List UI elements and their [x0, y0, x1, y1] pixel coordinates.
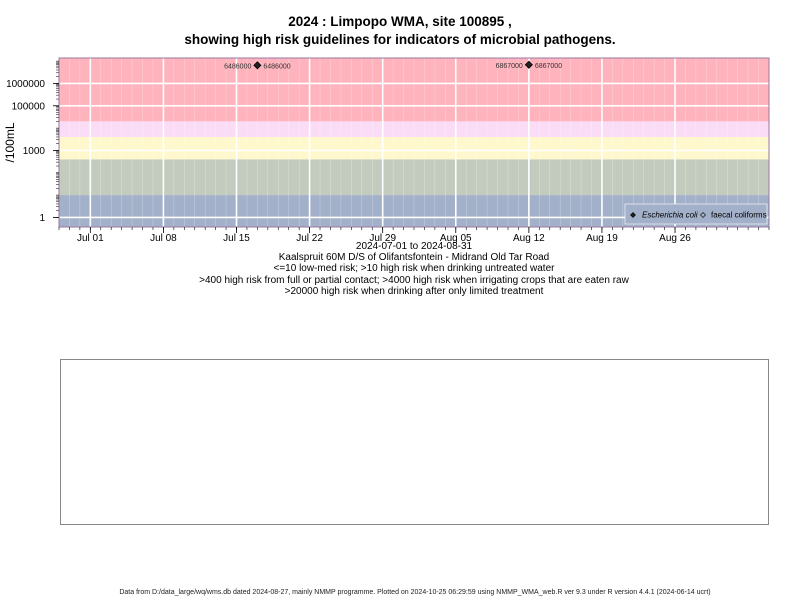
- x-tick-label: Aug 05: [440, 233, 472, 244]
- data-point-label: 6486000: [263, 63, 290, 70]
- caption-site-name: Kaalspruit 60M D/S of Olifantsfontein - …: [278, 252, 550, 263]
- x-tick-label: Jul 15: [223, 233, 250, 244]
- legend-marker-faecal: [700, 212, 706, 218]
- legend-marker-ecoli: [630, 212, 636, 218]
- data-point-label: 6867000: [496, 63, 523, 70]
- x-tick-label: Jul 08: [150, 233, 177, 244]
- chart-plot: Jul 01 Jul 08 Jul 15 Jul 22 Jul 29 Aug 05 Aug …: [3, 57, 770, 244]
- data-point-label: 6486000: [224, 63, 251, 70]
- caption-date-range: 2024-07-01 to 2024-08-31: [355, 241, 473, 252]
- caption-rule-drinking: <=10 low-med risk; >10 high risk when dr…: [273, 263, 555, 274]
- chart-title-line-2: showing high risk guidelines for indicat…: [184, 32, 616, 47]
- x-tick-label: Aug 19: [586, 233, 618, 244]
- data-point-label: 6867000: [535, 63, 562, 70]
- y-tick-label: 1000: [23, 146, 46, 157]
- caption-rule-contact-irrigation: >400 high risk from full or partial cont…: [199, 275, 629, 286]
- footer-note: Data from D:/data_large/wq/wms.db dated …: [119, 589, 711, 596]
- x-tick-label: Jul 29: [369, 233, 396, 244]
- y-tick-label: 1: [39, 213, 45, 224]
- y-tick-label: 100000: [12, 101, 46, 112]
- legend-label-ecoli: Escherichia coli: [642, 211, 698, 220]
- data-point: [524, 60, 533, 69]
- y-tick-label: 1000000: [6, 79, 45, 90]
- x-tick-label: Jul 01: [77, 233, 104, 244]
- empty-plot-panel: [60, 359, 769, 525]
- data-point: [253, 61, 262, 70]
- x-tick-label: Aug 12: [513, 233, 545, 244]
- legend-label-faecal: faecal coliforms: [711, 211, 767, 220]
- y-axis-label: /100mL: [3, 122, 17, 162]
- legend-box: [624, 203, 768, 225]
- chart-title-line-1: 2024 : Limpopo WMA, site 100895 ,: [288, 14, 512, 29]
- x-tick-label: Jul 22: [296, 233, 323, 244]
- x-tick-label: Aug 26: [659, 233, 691, 244]
- caption-rule-treatment: >20000 high risk when drinking after onl…: [284, 286, 544, 297]
